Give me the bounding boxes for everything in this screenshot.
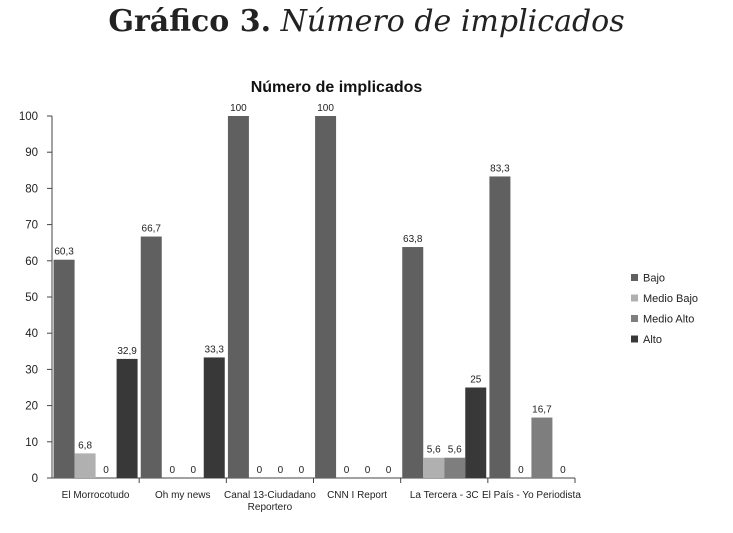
- bar: [53, 259, 75, 478]
- bar: [116, 358, 138, 478]
- legend-swatch: [631, 274, 638, 281]
- category-label: Reportero: [248, 502, 293, 513]
- data-label: 60,3: [54, 247, 74, 258]
- legend-label: Medio Bajo: [643, 293, 698, 305]
- bar: [227, 116, 249, 478]
- legend-swatch: [631, 294, 638, 302]
- data-label: 0: [103, 465, 109, 476]
- chart-title: Número de implicados: [251, 79, 423, 96]
- y-tick-label: 20: [25, 401, 38, 413]
- data-label: 6,8: [78, 440, 92, 451]
- data-label: 5,6: [448, 445, 462, 456]
- bar: [489, 176, 511, 479]
- figure-number: Gráfico 3.: [108, 4, 272, 39]
- data-label: 0: [257, 465, 263, 476]
- category-label: El País - Yo Periodista: [482, 490, 581, 501]
- legend-swatch: [631, 335, 638, 343]
- data-label: 83,3: [490, 163, 510, 174]
- y-tick-label: 70: [25, 220, 38, 232]
- data-label: 100: [230, 103, 247, 114]
- data-label: 66,7: [142, 224, 162, 235]
- legend-label: Alto: [643, 334, 662, 346]
- legend-swatch: [631, 315, 638, 322]
- y-tick-label: 100: [19, 111, 38, 123]
- category-label: CNN I Report: [327, 490, 387, 501]
- legend-label: Bajo: [643, 273, 665, 285]
- category-label: Oh my news: [155, 490, 211, 501]
- data-label: 0: [299, 465, 305, 476]
- data-label: 0: [386, 465, 392, 476]
- bar: [402, 247, 424, 478]
- data-label: 0: [365, 465, 371, 476]
- bar: [203, 357, 225, 478]
- data-label: 0: [278, 465, 284, 476]
- bar: [423, 457, 445, 478]
- legend-label: Medio Alto: [643, 314, 694, 326]
- figure-heading: Gráfico 3. Número de implicados: [0, 4, 733, 39]
- data-label: 0: [518, 465, 524, 476]
- data-label: 5,6: [427, 445, 441, 456]
- data-label: 0: [560, 465, 566, 476]
- bar: [444, 457, 466, 478]
- category-label: La Tercera - 3C: [410, 490, 479, 501]
- y-tick-label: 80: [25, 183, 38, 195]
- y-tick-label: 0: [32, 473, 38, 485]
- data-label: 0: [344, 465, 350, 476]
- y-tick-label: 30: [25, 364, 38, 376]
- data-label: 16,7: [532, 405, 552, 416]
- category-label: Canal 13-Ciudadano: [224, 490, 316, 501]
- data-label: 33,3: [205, 344, 225, 355]
- data-label: 32,9: [117, 346, 137, 357]
- bar: [140, 236, 162, 478]
- bar: [531, 417, 553, 478]
- y-tick-label: 90: [25, 147, 38, 159]
- figure-caption: Número de implicados: [280, 4, 625, 39]
- data-label: 0: [169, 465, 175, 476]
- category-label: El Morrocotudo: [62, 490, 130, 501]
- y-tick-label: 10: [25, 437, 38, 449]
- data-label: 63,8: [403, 234, 423, 245]
- bar: [465, 387, 487, 478]
- data-label: 0: [190, 465, 196, 476]
- y-tick-label: 40: [25, 328, 38, 340]
- bar: [74, 453, 96, 478]
- data-label: 100: [317, 103, 334, 114]
- y-tick-label: 50: [25, 292, 38, 304]
- y-tick-label: 60: [25, 256, 38, 268]
- bar: [315, 116, 337, 478]
- data-label: 25: [470, 375, 482, 386]
